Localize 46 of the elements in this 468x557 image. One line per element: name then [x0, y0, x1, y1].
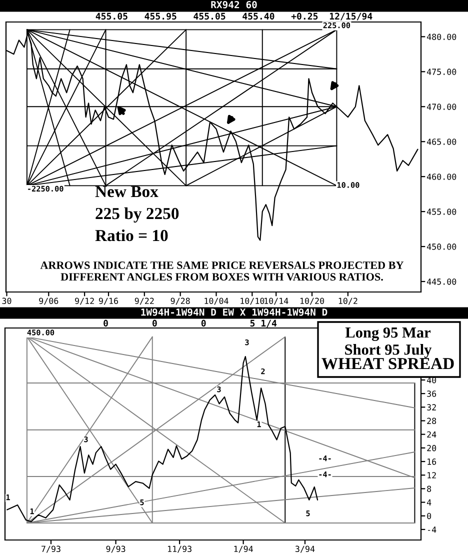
x-tick-label: 10/2 [338, 298, 358, 305]
annotation: New Box [95, 186, 158, 198]
x-tick-label: 9/16 [98, 298, 118, 305]
y-tick-label: 465.00 [426, 138, 456, 145]
x-tick-label: 11/93 [168, 546, 192, 553]
y-tick-label: 450.00 [426, 244, 456, 250]
y-tick-label: 36 [427, 390, 436, 397]
y-tick-label: 32 [427, 404, 436, 410]
y-tick-label: 24 [427, 431, 436, 438]
chart-title: RX942 60 [211, 0, 257, 8]
x-tick-label: 9/12 [75, 298, 94, 305]
chart-title: 1W94H-1W94N D EW X 1W94H-1W94N D [141, 308, 328, 316]
x-tick-label: 1/94 [234, 546, 253, 553]
x-tick-label: 9/28 [170, 298, 190, 305]
x-tick-label: 30 [2, 298, 12, 304]
x-tick-label: 10/10 [240, 298, 264, 305]
y-tick-label: 455.00 [426, 208, 456, 215]
y-tick-label: 460.00 [426, 174, 456, 180]
y-tick-label: 445.00 [426, 278, 456, 285]
annotation: 225 by 2250 [96, 207, 179, 223]
x-tick-label: 10/14 [264, 298, 288, 305]
chart-subtitle: 0 0 0 5 1/4 [104, 320, 277, 328]
y-tick-label: 0 [427, 512, 432, 520]
y-tick-label: 20 [427, 444, 436, 452]
y-tick-label: 475.00 [426, 68, 456, 75]
y-tick-label: 8 [427, 486, 432, 492]
x-tick-label: 3/94 [296, 546, 315, 553]
annotation: ARROWS INDICATE THE SAME PRICE REVERSALS PROJECTED BY DIFFERENT ANGLES FROM BOXES WITH VARIOUS RATIOS. [40, 262, 404, 281]
y-tick-label: 16 [428, 458, 436, 465]
y-tick-label: 4 [426, 499, 432, 506]
x-tick-label: 10/20 [300, 298, 324, 305]
y-tick-label: 12 [428, 472, 436, 478]
annotation: WHEAT SPREAD [322, 358, 454, 370]
x-tick-label: 9/06 [39, 298, 58, 305]
chart-subtitle: 455.05 455.95 455.05 455.40 +0.25 12/15/94 [96, 12, 372, 20]
annotation: Ratio = 10 [95, 229, 168, 242]
y-tick-label: 470.00 [426, 104, 456, 110]
annotation: Short 95 July [345, 344, 432, 358]
x-tick-label: 10/04 [204, 298, 228, 305]
y-tick-label: 28 [427, 418, 436, 424]
x-tick-label: 7/93 [42, 546, 60, 553]
x-tick-label: 9/22 [134, 298, 154, 305]
y-tick-label: 480.00 [426, 34, 456, 40]
annotation: Long 95 Mar [345, 327, 431, 341]
y-tick-label: -4 [428, 526, 436, 533]
x-tick-label: 9/93 [106, 546, 126, 553]
